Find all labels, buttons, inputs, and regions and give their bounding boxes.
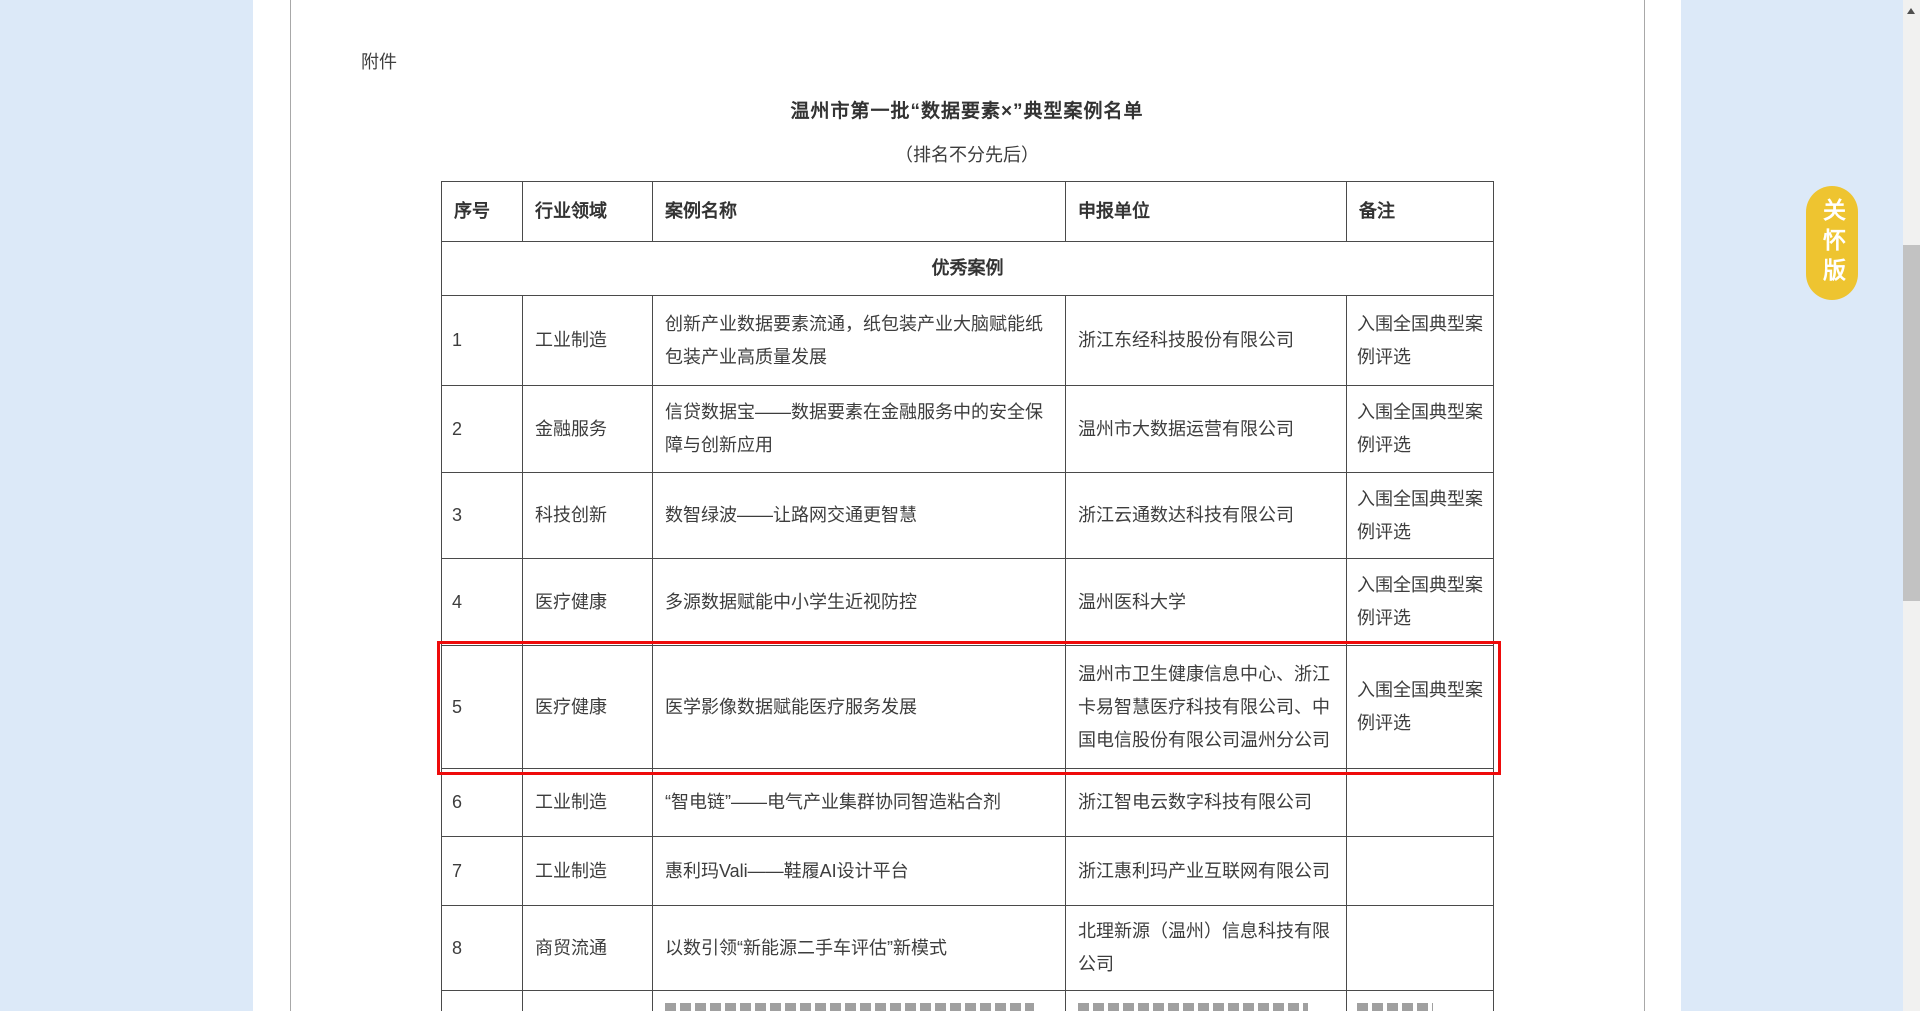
cell-unit: 温州市大数据运营有限公司 <box>1065 385 1347 473</box>
cell-unit <box>1065 990 1347 1011</box>
table-header-row: 序号 行业领域 案例名称 申报单位 备注 <box>441 181 1494 242</box>
cell-industry: 工业制造 <box>522 768 653 837</box>
table-row: 2 金融服务 信贷数据宝——数据要素在金融服务中的安全保障与创新应用 温州市大数… <box>441 385 1494 473</box>
cell-no: 8 <box>441 905 523 991</box>
cell-note: 入围全国典型案例评选 <box>1346 385 1494 473</box>
cell-note: 入围全国典型案例评选 <box>1346 558 1494 646</box>
cell-note: 入围全国典型案例评选 <box>1346 645 1494 769</box>
cell-unit: 浙江惠利玛产业互联网有限公司 <box>1065 836 1347 906</box>
scrollbar-thumb[interactable] <box>1903 245 1920 601</box>
cell-case-name: 以数引领“新能源二手车评估”新模式 <box>652 905 1066 991</box>
cell-industry <box>522 990 653 1011</box>
cell-unit: 温州医科大学 <box>1065 558 1347 646</box>
cell-note <box>1346 990 1494 1011</box>
cell-note: 入围全国典型案例评选 <box>1346 295 1494 386</box>
table-row: 3 科技创新 数智绿波——让路网交通更智慧 浙江云通数达科技有限公司 入围全国典… <box>441 472 1494 559</box>
page-left-edge <box>290 0 291 1011</box>
cell-no: 6 <box>441 768 523 837</box>
cell-no: 5 <box>441 645 523 769</box>
cell-unit: 浙江智电云数字科技有限公司 <box>1065 768 1347 837</box>
cell-note <box>1346 768 1494 837</box>
header-case-name: 案例名称 <box>652 181 1066 242</box>
cell-no: 3 <box>441 472 523 559</box>
table-row: 8 商贸流通 以数引领“新能源二手车评估”新模式 北理新源（温州）信息科技有限公… <box>441 905 1494 991</box>
section-label: 优秀案例 <box>441 241 1494 296</box>
cell-case-name <box>652 990 1066 1011</box>
header-no: 序号 <box>441 181 523 242</box>
cell-no: 7 <box>441 836 523 906</box>
cell-note <box>1346 905 1494 991</box>
cell-case-name: 数智绿波——让路网交通更智慧 <box>652 472 1066 559</box>
cell-no <box>441 990 523 1011</box>
table-row: 7 工业制造 惠利玛Vali——鞋履AI设计平台 浙江惠利玛产业互联网有限公司 <box>441 836 1494 906</box>
cell-case-name: 惠利玛Vali——鞋履AI设计平台 <box>652 836 1066 906</box>
cell-case-name: 信贷数据宝——数据要素在金融服务中的安全保障与创新应用 <box>652 385 1066 473</box>
cell-industry: 科技创新 <box>522 472 653 559</box>
table-row: 6 工业制造 “智电链”——电气产业集群协同智造粘合剂 浙江智电云数字科技有限公… <box>441 768 1494 837</box>
table-row-clipped <box>441 990 1494 1011</box>
cell-unit: 北理新源（温州）信息科技有限公司 <box>1065 905 1347 991</box>
cell-industry: 医疗健康 <box>522 558 653 646</box>
document-page: 附件 温州市第一批“数据要素×”典型案例名单 （排名不分先后） 序号 行业领域 … <box>253 0 1681 1011</box>
cell-no: 1 <box>441 295 523 386</box>
table-row: 1 工业制造 创新产业数据要素流通，纸包装产业大脑赋能纸包装产业高质量发展 浙江… <box>441 295 1494 386</box>
table-row-highlighted: 5 医疗健康 医学影像数据赋能医疗服务发展 温州市卫生健康信息中心、浙江卡易智慧… <box>441 645 1494 769</box>
cell-industry: 工业制造 <box>522 836 653 906</box>
cell-industry: 商贸流通 <box>522 905 653 991</box>
cell-case-name: “智电链”——电气产业集群协同智造粘合剂 <box>652 768 1066 837</box>
cell-case-name: 多源数据赋能中小学生近视防控 <box>652 558 1066 646</box>
section-row: 优秀案例 <box>441 241 1494 296</box>
attachment-label: 附件 <box>361 52 397 72</box>
cell-industry: 金融服务 <box>522 385 653 473</box>
cases-table: 序号 行业领域 案例名称 申报单位 备注 优秀案例 1 工业制造 创新产业数据要… <box>441 181 1494 1011</box>
cell-case-name: 医学影像数据赋能医疗服务发展 <box>652 645 1066 769</box>
cell-no: 4 <box>441 558 523 646</box>
cell-note <box>1346 836 1494 906</box>
document-subtitle: （排名不分先后） <box>895 145 1039 165</box>
cell-unit: 温州市卫生健康信息中心、浙江卡易智慧医疗科技有限公司、中国电信股份有限公司温州分… <box>1065 645 1347 769</box>
care-mode-button[interactable]: 关怀版 <box>1806 186 1858 300</box>
document-title: 温州市第一批“数据要素×”典型案例名单 <box>790 101 1144 122</box>
cell-industry: 工业制造 <box>522 295 653 386</box>
cell-case-name: 创新产业数据要素流通，纸包装产业大脑赋能纸包装产业高质量发展 <box>652 295 1066 386</box>
header-industry: 行业领域 <box>522 181 653 242</box>
table-row: 4 医疗健康 多源数据赋能中小学生近视防控 温州医科大学 入围全国典型案例评选 <box>441 558 1494 646</box>
header-note: 备注 <box>1346 181 1494 242</box>
cell-no: 2 <box>441 385 523 473</box>
scrollbar-up-arrow-icon[interactable] <box>1907 8 1915 14</box>
page-right-edge <box>1644 0 1645 1011</box>
cell-note: 入围全国典型案例评选 <box>1346 472 1494 559</box>
cell-unit: 浙江东经科技股份有限公司 <box>1065 295 1347 386</box>
care-mode-label: 关怀版 <box>1819 198 1846 288</box>
cell-industry: 医疗健康 <box>522 645 653 769</box>
scrollbar-track[interactable] <box>1903 0 1920 1011</box>
cell-unit: 浙江云通数达科技有限公司 <box>1065 472 1347 559</box>
header-unit: 申报单位 <box>1065 181 1347 242</box>
